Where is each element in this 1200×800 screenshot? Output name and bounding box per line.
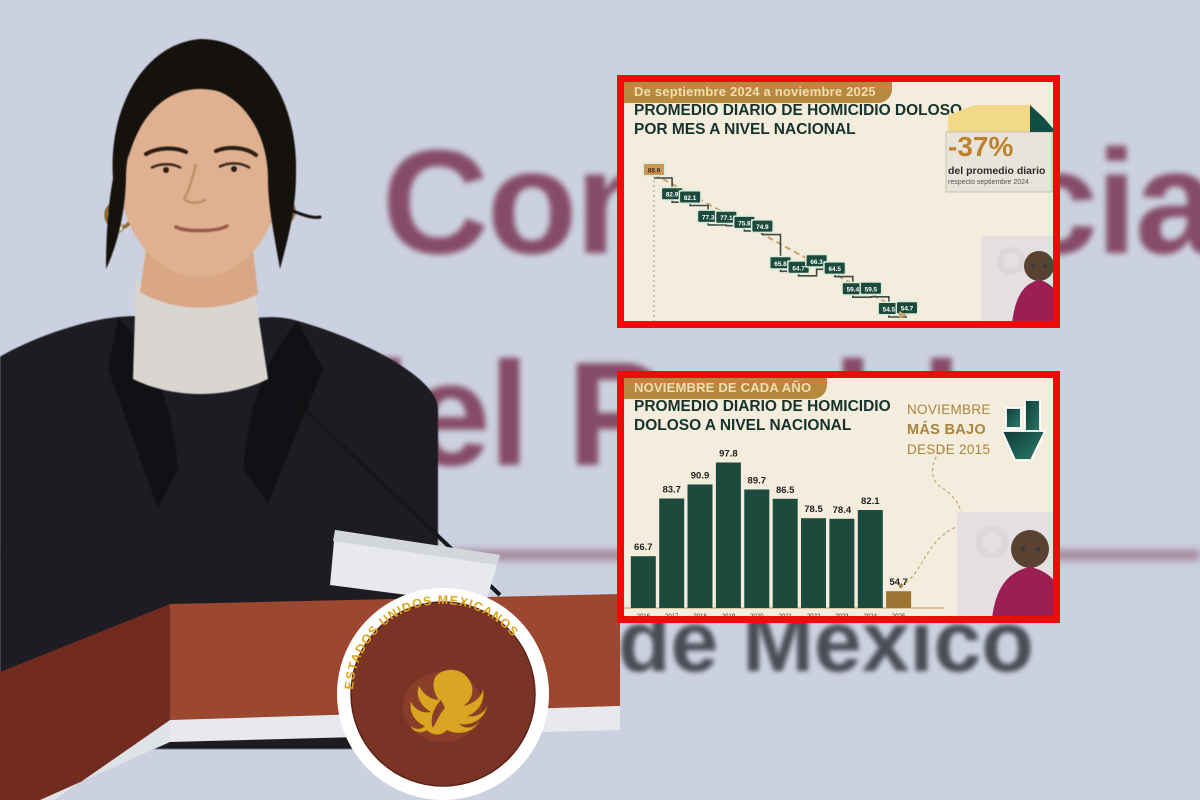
svg-text:2025: 2025	[892, 614, 906, 620]
svg-text:66.7: 66.7	[634, 542, 653, 553]
svg-text:54.7: 54.7	[889, 577, 908, 588]
svg-text:82.1: 82.1	[684, 195, 697, 202]
svg-text:noviembre: noviembre	[677, 324, 703, 328]
svg-text:74.9: 74.9	[756, 224, 769, 231]
svg-text:septiembre: septiembre	[857, 324, 885, 328]
svg-text:65.8: 65.8	[774, 261, 787, 268]
svg-text:noviembre: noviembre	[894, 324, 920, 328]
svg-text:54.5: 54.5	[883, 307, 896, 314]
svg-text:julio: julio	[829, 324, 840, 328]
svg-text:agosto: agosto	[844, 324, 861, 328]
svg-text:89.7: 89.7	[748, 476, 767, 487]
svg-text:77.1: 77.1	[720, 215, 733, 222]
svg-text:54.7: 54.7	[901, 306, 914, 313]
svg-text:82.1: 82.1	[861, 496, 880, 507]
svg-text:64.5: 64.5	[828, 266, 841, 273]
svg-text:86.5: 86.5	[776, 485, 795, 496]
svg-text:78.4: 78.4	[833, 505, 852, 516]
svg-text:2024: 2024	[864, 614, 878, 620]
svg-text:abril: abril	[775, 324, 786, 328]
svg-text:junio: junio	[810, 324, 823, 328]
svg-text:2018: 2018	[693, 614, 707, 620]
svg-text:octubre: octubre	[880, 324, 899, 328]
svg-text:78.5: 78.5	[804, 504, 823, 515]
svg-text:2017: 2017	[665, 614, 679, 620]
svg-text:octubre: octubre	[663, 324, 682, 328]
svg-text:88.9: 88.9	[648, 168, 661, 175]
svg-text:2019: 2019	[722, 614, 736, 620]
svg-text:septiembre: septiembre	[640, 324, 668, 328]
svg-text:64.7: 64.7	[792, 265, 805, 272]
svg-text:66.3: 66.3	[810, 259, 823, 266]
svg-text:82.9: 82.9	[666, 192, 679, 199]
svg-text:77.3: 77.3	[702, 214, 715, 221]
svg-text:97.8: 97.8	[719, 449, 738, 460]
svg-text:2022: 2022	[807, 614, 821, 620]
svg-text:2016: 2016	[637, 614, 651, 620]
svg-text:diciembre: diciembre	[696, 324, 720, 328]
svg-text:enero: enero	[719, 324, 733, 328]
svg-text:59.4: 59.4	[847, 287, 860, 294]
svg-text:marzo: marzo	[755, 324, 771, 328]
svg-text:2021: 2021	[779, 614, 793, 620]
svg-text:2023: 2023	[835, 614, 849, 620]
svg-text:2020: 2020	[750, 614, 764, 620]
svg-text:83.7: 83.7	[662, 485, 681, 496]
svg-text:75.8: 75.8	[738, 220, 751, 227]
svg-text:mayo: mayo	[792, 324, 806, 328]
svg-text:59.5: 59.5	[865, 286, 878, 293]
svg-text:90.9: 90.9	[691, 471, 710, 482]
svg-text:febrero: febrero	[736, 324, 754, 328]
